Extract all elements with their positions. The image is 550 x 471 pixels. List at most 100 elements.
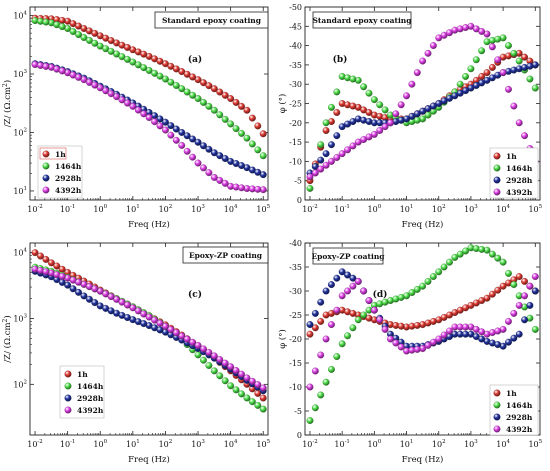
data-point — [515, 273, 523, 281]
annotation-text: Epoxy-ZP coating — [189, 251, 263, 260]
series-2928h — [306, 61, 539, 177]
data-point — [306, 184, 314, 192]
y-tick-label: 104 — [13, 11, 27, 21]
y-tick-exponent: 4 — [24, 248, 28, 254]
data-point — [58, 272, 66, 280]
x-tick-exponent: 2 — [442, 439, 446, 445]
data-point — [221, 377, 229, 385]
data-point — [69, 285, 77, 293]
data-point — [349, 118, 357, 125]
data-point — [227, 363, 235, 371]
data-point — [413, 69, 421, 77]
data-point — [424, 341, 432, 349]
data-point — [397, 116, 405, 124]
legend-marker — [493, 152, 501, 160]
data-point — [200, 142, 207, 150]
data-point — [183, 88, 191, 96]
data-point — [488, 290, 496, 298]
annotation-text: Standard epoxy coating — [162, 16, 262, 25]
data-point — [189, 91, 197, 99]
series-4392h — [306, 273, 539, 391]
series-1h — [31, 14, 267, 138]
x-tick-exponent: -1 — [70, 439, 75, 445]
y-axis-title: φ (°) — [277, 329, 288, 349]
data-point — [456, 250, 464, 258]
data-point — [392, 110, 400, 118]
data-point — [429, 273, 437, 281]
data-point — [483, 69, 491, 77]
data-point — [521, 132, 529, 140]
panel-label: (b) — [333, 54, 348, 65]
data-point — [85, 78, 93, 86]
x-tick-label: 100 — [93, 204, 107, 214]
data-point — [344, 332, 351, 340]
y-tick-label: 103 — [13, 69, 27, 79]
data-point — [333, 109, 341, 116]
data-point — [254, 381, 262, 389]
data-point — [521, 316, 529, 324]
data-point — [178, 141, 186, 149]
data-point — [134, 61, 142, 69]
y-tick-exponent: 3 — [24, 69, 28, 75]
data-point — [210, 85, 218, 93]
y-tick-exponent: 3 — [24, 313, 28, 319]
data-point — [178, 332, 186, 340]
y-tick-label: -25 — [289, 100, 302, 109]
data-point — [189, 153, 197, 161]
y-axis-title-main: /Z/ (Ω.cm — [2, 87, 13, 127]
data-point — [408, 80, 416, 88]
plot-frame — [29, 242, 269, 436]
data-point — [510, 309, 518, 317]
data-point — [64, 281, 72, 289]
x-tick-exponent: 1 — [410, 204, 414, 210]
data-point — [360, 83, 368, 91]
data-point — [365, 118, 373, 125]
y-tick-label: 0 — [297, 431, 302, 440]
data-point — [232, 367, 240, 374]
data-point — [232, 99, 240, 106]
data-point — [42, 268, 50, 276]
data-point — [227, 95, 235, 103]
data-point — [151, 118, 159, 126]
data-point — [140, 310, 148, 318]
x-tick-exponent: 5 — [539, 204, 543, 210]
y-tick-label: 104 — [13, 248, 27, 258]
data-point — [376, 101, 384, 109]
data-point — [327, 141, 335, 149]
data-point — [140, 110, 148, 118]
data-point — [238, 102, 245, 110]
data-point — [42, 62, 50, 70]
data-point — [322, 287, 330, 295]
data-point — [140, 50, 148, 58]
x-tick-label: 101 — [400, 439, 414, 449]
data-point — [462, 24, 470, 32]
data-point — [85, 36, 93, 44]
y-tick-label: -5 — [294, 407, 302, 416]
data-point — [494, 327, 502, 335]
data-point — [306, 321, 314, 329]
data-point — [322, 378, 330, 386]
x-tick-exponent: 0 — [104, 204, 108, 210]
x-tick-exponent: -1 — [345, 204, 350, 210]
panel-label: (a) — [188, 54, 202, 65]
legend-label: 1h — [506, 389, 517, 398]
data-point — [370, 96, 378, 104]
data-point — [446, 327, 453, 335]
data-point — [311, 324, 319, 332]
data-point — [478, 47, 486, 55]
data-point — [248, 377, 256, 385]
data-point — [129, 102, 137, 110]
y-tick-label: -35 — [289, 263, 302, 272]
data-point — [118, 298, 126, 306]
y-tick-label: -30 — [289, 80, 302, 89]
data-point — [210, 174, 218, 181]
data-point — [526, 301, 534, 309]
data-point — [327, 365, 335, 373]
x-tick-label: 101 — [400, 204, 414, 214]
x-tick-label: 10-2 — [302, 439, 318, 449]
data-point — [200, 356, 207, 364]
data-point — [478, 335, 486, 343]
data-point — [194, 341, 202, 349]
legend-marker — [64, 394, 72, 402]
data-point — [167, 78, 175, 86]
